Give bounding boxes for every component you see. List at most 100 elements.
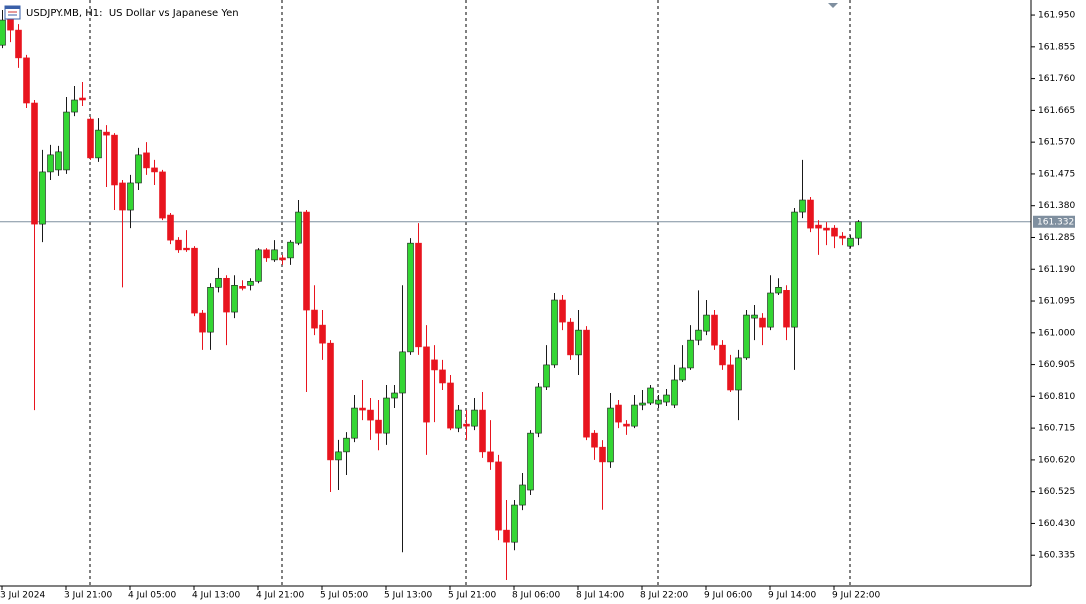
y-tick-label: 161.380 <box>1038 201 1075 211</box>
candle-body <box>695 329 702 341</box>
candle-body <box>431 359 438 371</box>
candle-body <box>583 329 590 438</box>
candle-body <box>807 199 814 229</box>
candle-body <box>639 402 646 406</box>
chart-title: USDJPY.MB, H1: US Dollar vs Japanese Yen <box>26 8 239 19</box>
candle-body <box>711 314 718 346</box>
shift-marker[interactable] <box>828 3 838 8</box>
y-tick-label: 160.810 <box>1038 392 1075 402</box>
candle-body <box>447 382 454 429</box>
candle-body <box>7 17 14 31</box>
y-tick-label: 160.335 <box>1038 551 1075 561</box>
candle-body <box>455 409 462 429</box>
candle-body <box>31 102 38 225</box>
y-tick-label: 161.665 <box>1038 106 1075 116</box>
candle-body <box>87 118 94 159</box>
y-tick-label: 160.715 <box>1038 424 1075 434</box>
x-tick-label: 5 Jul 05:00 <box>320 591 369 601</box>
x-tick-label: 4 Jul 13:00 <box>192 591 241 601</box>
x-tick-label: 8 Jul 06:00 <box>512 591 561 601</box>
y-tick-label: 160.905 <box>1038 360 1075 370</box>
symbol-icon-bar <box>5 6 20 9</box>
candle-body <box>375 419 382 434</box>
y-tick-label: 160.525 <box>1038 487 1075 497</box>
y-tick-label: 161.760 <box>1038 74 1075 84</box>
candle-body <box>303 211 310 311</box>
candle-body <box>479 409 486 453</box>
candle-body <box>71 99 78 113</box>
candle-body <box>367 409 374 421</box>
candle-body <box>231 285 238 313</box>
candle-body <box>631 404 638 427</box>
x-tick-label: 4 Jul 21:00 <box>256 591 305 601</box>
candle-body <box>743 314 750 359</box>
candle-body <box>335 451 342 461</box>
candle-body <box>55 151 62 171</box>
candle-body <box>263 249 270 259</box>
candle-body <box>311 309 318 329</box>
x-tick-label: 4 Jul 05:00 <box>128 591 177 601</box>
y-tick-label: 161.095 <box>1038 297 1075 307</box>
candle-body <box>383 397 390 434</box>
candle-body <box>391 392 398 399</box>
candle-body <box>207 287 214 333</box>
candle-body <box>223 277 230 313</box>
candle-body <box>183 247 190 251</box>
candle-body <box>271 249 278 261</box>
candle-body <box>559 299 566 323</box>
candle-body <box>495 461 502 531</box>
candle-body <box>351 407 358 439</box>
candle-body <box>647 387 654 404</box>
candle-body <box>599 446 606 463</box>
y-tick-label: 161.950 <box>1038 11 1075 21</box>
candle-body <box>191 247 198 314</box>
x-tick-label: 9 Jul 22:00 <box>832 591 881 601</box>
y-tick-label: 161.000 <box>1038 328 1075 338</box>
candle-body <box>591 432 598 448</box>
candle-body <box>439 369 446 384</box>
candle-body <box>0 19 6 46</box>
candle-body <box>47 154 54 173</box>
candle-body <box>39 171 46 225</box>
y-tick-label: 161.475 <box>1038 169 1075 179</box>
y-tick-label: 161.285 <box>1038 233 1075 243</box>
candle-body <box>719 344 726 366</box>
y-tick-label: 161.570 <box>1038 138 1075 148</box>
candle-body <box>519 484 526 506</box>
candle-body <box>327 342 334 461</box>
candle-body <box>119 182 126 211</box>
candle-body <box>199 312 206 333</box>
candle-body <box>399 351 406 394</box>
candle-body <box>671 379 678 406</box>
candle-body <box>471 409 478 427</box>
candle-body <box>687 339 694 369</box>
candle-body <box>247 280 254 286</box>
x-tick-label: 3 Jul 2024 <box>0 591 45 601</box>
candle-body <box>823 227 830 231</box>
candle-body <box>607 407 614 463</box>
candle-body <box>775 287 782 294</box>
candle-body <box>703 314 710 332</box>
x-tick-label: 5 Jul 13:00 <box>384 591 433 601</box>
y-tick-label: 161.855 <box>1038 42 1075 52</box>
candle-body <box>415 242 422 348</box>
bid-label: 161.332 <box>1037 217 1074 227</box>
candle-body <box>679 367 686 381</box>
plot-layer <box>0 0 1031 586</box>
candle-body <box>95 129 102 159</box>
candle-body <box>511 504 518 543</box>
candle-body <box>239 286 246 289</box>
candle-body <box>847 237 854 247</box>
candle-body <box>791 211 798 328</box>
x-tick-label: 8 Jul 22:00 <box>640 591 689 601</box>
candle-body <box>79 97 86 101</box>
candle-body <box>151 167 158 173</box>
candle-body <box>855 221 862 239</box>
candle-body <box>135 154 142 184</box>
bid-label-box <box>1033 215 1075 228</box>
candle-body <box>127 182 134 211</box>
candle-body <box>23 57 30 104</box>
candle-body <box>103 131 110 136</box>
